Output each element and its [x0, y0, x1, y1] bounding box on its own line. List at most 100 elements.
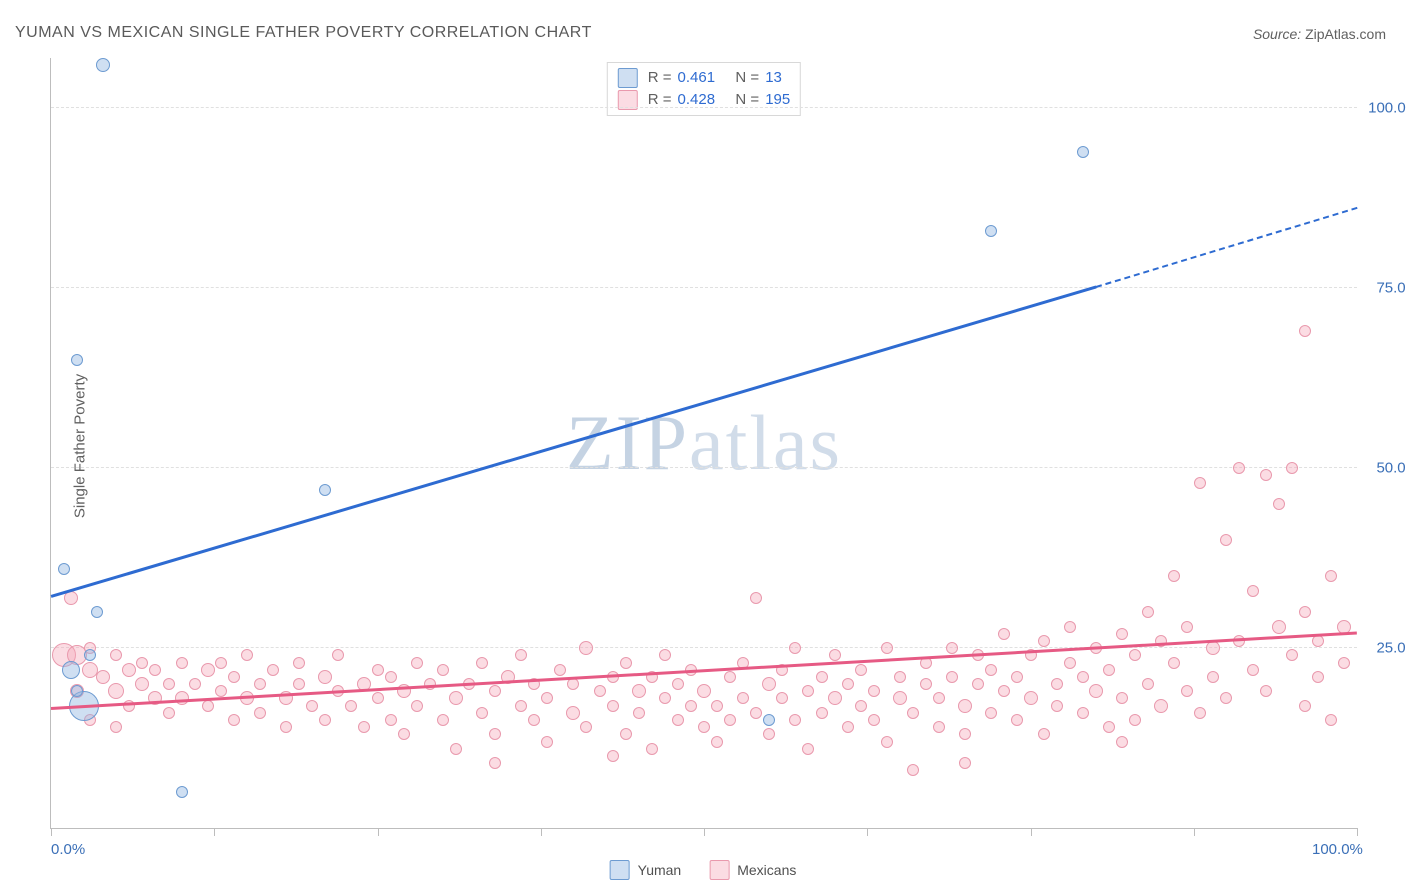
data-point-mexicans [594, 685, 606, 697]
data-point-yuman [84, 649, 96, 661]
data-point-mexicans [1103, 721, 1115, 733]
swatch-yuman [618, 68, 638, 88]
data-point-mexicans [776, 692, 788, 704]
data-point-mexicans [372, 692, 384, 704]
x-tick-label: 0.0% [51, 841, 85, 858]
data-point-mexicans [1260, 469, 1272, 481]
x-tick [704, 828, 705, 836]
y-tick-label: 75.0% [1376, 280, 1406, 297]
data-point-mexicans [998, 628, 1010, 640]
data-point-mexicans [1273, 498, 1285, 510]
data-point-mexicans [476, 707, 488, 719]
data-point-mexicans [633, 707, 645, 719]
data-point-yuman [71, 354, 83, 366]
data-point-mexicans [1220, 692, 1232, 704]
data-point-mexicans [685, 700, 697, 712]
data-point-mexicans [437, 664, 449, 676]
data-point-mexicans [1207, 671, 1219, 683]
data-point-mexicans [254, 678, 266, 690]
data-point-mexicans [202, 700, 214, 712]
data-point-mexicans [920, 678, 932, 690]
data-point-mexicans [1312, 671, 1324, 683]
data-point-mexicans [711, 736, 723, 748]
data-point-mexicans [998, 685, 1010, 697]
data-point-mexicans [1116, 692, 1128, 704]
data-point-mexicans [1064, 657, 1076, 669]
data-point-mexicans [762, 677, 776, 691]
data-point-mexicans [437, 714, 449, 726]
data-point-mexicans [476, 657, 488, 669]
data-point-mexicans [411, 657, 423, 669]
data-point-mexicans [1051, 678, 1063, 690]
data-point-mexicans [176, 657, 188, 669]
data-point-mexicans [1206, 641, 1220, 655]
source-label: Source: [1253, 26, 1301, 42]
data-point-mexicans [946, 671, 958, 683]
data-point-mexicans [1011, 671, 1023, 683]
data-point-mexicans [1116, 736, 1128, 748]
data-point-mexicans [1260, 685, 1272, 697]
data-point-mexicans [1247, 585, 1259, 597]
data-point-mexicans [580, 721, 592, 733]
n-value-yuman: 13 [765, 67, 782, 89]
data-point-mexicans [1038, 635, 1050, 647]
data-point-mexicans [201, 663, 215, 677]
x-tick [541, 828, 542, 836]
data-point-mexicans [881, 642, 893, 654]
data-point-mexicans [1272, 620, 1286, 634]
data-point-yuman [96, 58, 110, 72]
data-point-mexicans [135, 677, 149, 691]
data-point-mexicans [789, 642, 801, 654]
data-point-mexicans [489, 685, 501, 697]
legend-item-yuman: Yuman [610, 860, 682, 880]
data-point-mexicans [1286, 462, 1298, 474]
data-point-mexicans [1077, 707, 1089, 719]
data-point-mexicans [1129, 714, 1141, 726]
data-point-mexicans [868, 685, 880, 697]
data-point-yuman [985, 225, 997, 237]
x-tick [378, 828, 379, 836]
legend-label-yuman: Yuman [638, 862, 682, 878]
data-point-mexicans [959, 728, 971, 740]
data-point-mexicans [1103, 664, 1115, 676]
x-tick [867, 828, 868, 836]
data-point-yuman [71, 685, 83, 697]
data-point-mexicans [1129, 649, 1141, 661]
data-point-mexicans [894, 671, 906, 683]
data-point-mexicans [750, 707, 762, 719]
data-point-mexicans [829, 649, 841, 661]
legend-label-mexicans: Mexicans [737, 862, 796, 878]
data-point-mexicans [842, 678, 854, 690]
data-point-mexicans [228, 671, 240, 683]
data-point-mexicans [789, 714, 801, 726]
legend-row-yuman: R = 0.461 N = 13 [618, 67, 790, 89]
scatter-plot: ZIPatlas R = 0.461 N = 13 R = 0.428 N = … [50, 58, 1357, 829]
data-point-mexicans [620, 657, 632, 669]
data-point-mexicans [724, 671, 736, 683]
data-point-mexicans [659, 692, 671, 704]
data-point-mexicans [110, 721, 122, 733]
data-point-mexicans [293, 657, 305, 669]
data-point-mexicans [881, 736, 893, 748]
gridline [51, 107, 1357, 108]
data-point-mexicans [816, 707, 828, 719]
data-point-mexicans [215, 685, 227, 697]
legend-item-mexicans: Mexicans [709, 860, 796, 880]
data-point-mexicans [1089, 684, 1103, 698]
data-point-mexicans [607, 750, 619, 762]
data-point-mexicans [816, 671, 828, 683]
data-point-mexicans [946, 642, 958, 654]
data-point-mexicans [254, 707, 266, 719]
data-point-mexicans [802, 685, 814, 697]
trend-line-yuman-dashed [1096, 207, 1358, 288]
data-point-mexicans [515, 649, 527, 661]
data-point-mexicans [528, 714, 540, 726]
data-point-mexicans [215, 657, 227, 669]
gridline [51, 647, 1357, 648]
r-label: R = [648, 67, 672, 89]
data-point-mexicans [1142, 678, 1154, 690]
data-point-mexicans [566, 706, 580, 720]
data-point-mexicans [1168, 570, 1180, 582]
data-point-mexicans [1194, 477, 1206, 489]
data-point-mexicans [240, 691, 254, 705]
